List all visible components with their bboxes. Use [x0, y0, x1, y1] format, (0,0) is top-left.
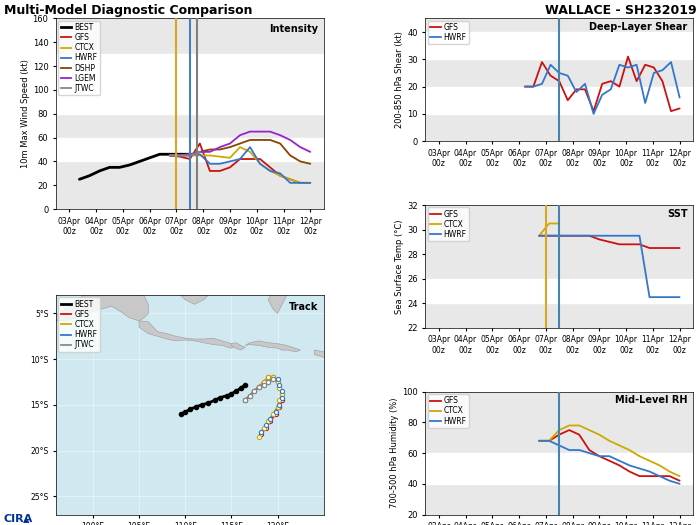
Text: CIRA: CIRA — [4, 514, 33, 524]
Legend: BEST, GFS, CTCX, HWRF, DSHP, LGEM, JTWC: BEST, GFS, CTCX, HWRF, DSHP, LGEM, JTWC — [58, 20, 99, 95]
Bar — [426, 32, 693, 59]
Y-axis label: 10m Max Wind Speed (kt): 10m Max Wind Speed (kt) — [21, 59, 29, 168]
Text: Intensity: Intensity — [270, 24, 318, 34]
Text: Track: Track — [289, 302, 318, 312]
Legend: GFS, CTCX, HWRF: GFS, CTCX, HWRF — [428, 207, 469, 241]
Text: SST: SST — [667, 209, 687, 219]
Text: Multi-Model Diagnostic Comparison: Multi-Model Diagnostic Comparison — [4, 4, 252, 17]
Text: Mid-Level RH: Mid-Level RH — [615, 395, 687, 405]
Bar — [426, 279, 693, 303]
Bar — [56, 138, 323, 161]
Y-axis label: Sea Surface Temp (°C): Sea Surface Temp (°C) — [395, 219, 405, 313]
Bar — [426, 87, 693, 114]
Legend: GFS, HWRF: GFS, HWRF — [428, 20, 469, 45]
Text: ▲: ▲ — [23, 515, 29, 524]
Legend: BEST, GFS, CTCX, HWRF, JTWC: BEST, GFS, CTCX, HWRF, JTWC — [58, 298, 99, 352]
Text: Deep-Layer Shear: Deep-Layer Shear — [589, 22, 687, 32]
Bar — [426, 453, 693, 484]
Y-axis label: 200-850 hPa Shear (kt): 200-850 hPa Shear (kt) — [395, 32, 405, 128]
Text: WALLACE - SH232019: WALLACE - SH232019 — [545, 4, 696, 17]
Legend: GFS, CTCX, HWRF: GFS, CTCX, HWRF — [428, 394, 469, 428]
Y-axis label: 700-500 hPa Humidity (%): 700-500 hPa Humidity (%) — [390, 398, 399, 508]
Bar — [56, 54, 323, 114]
